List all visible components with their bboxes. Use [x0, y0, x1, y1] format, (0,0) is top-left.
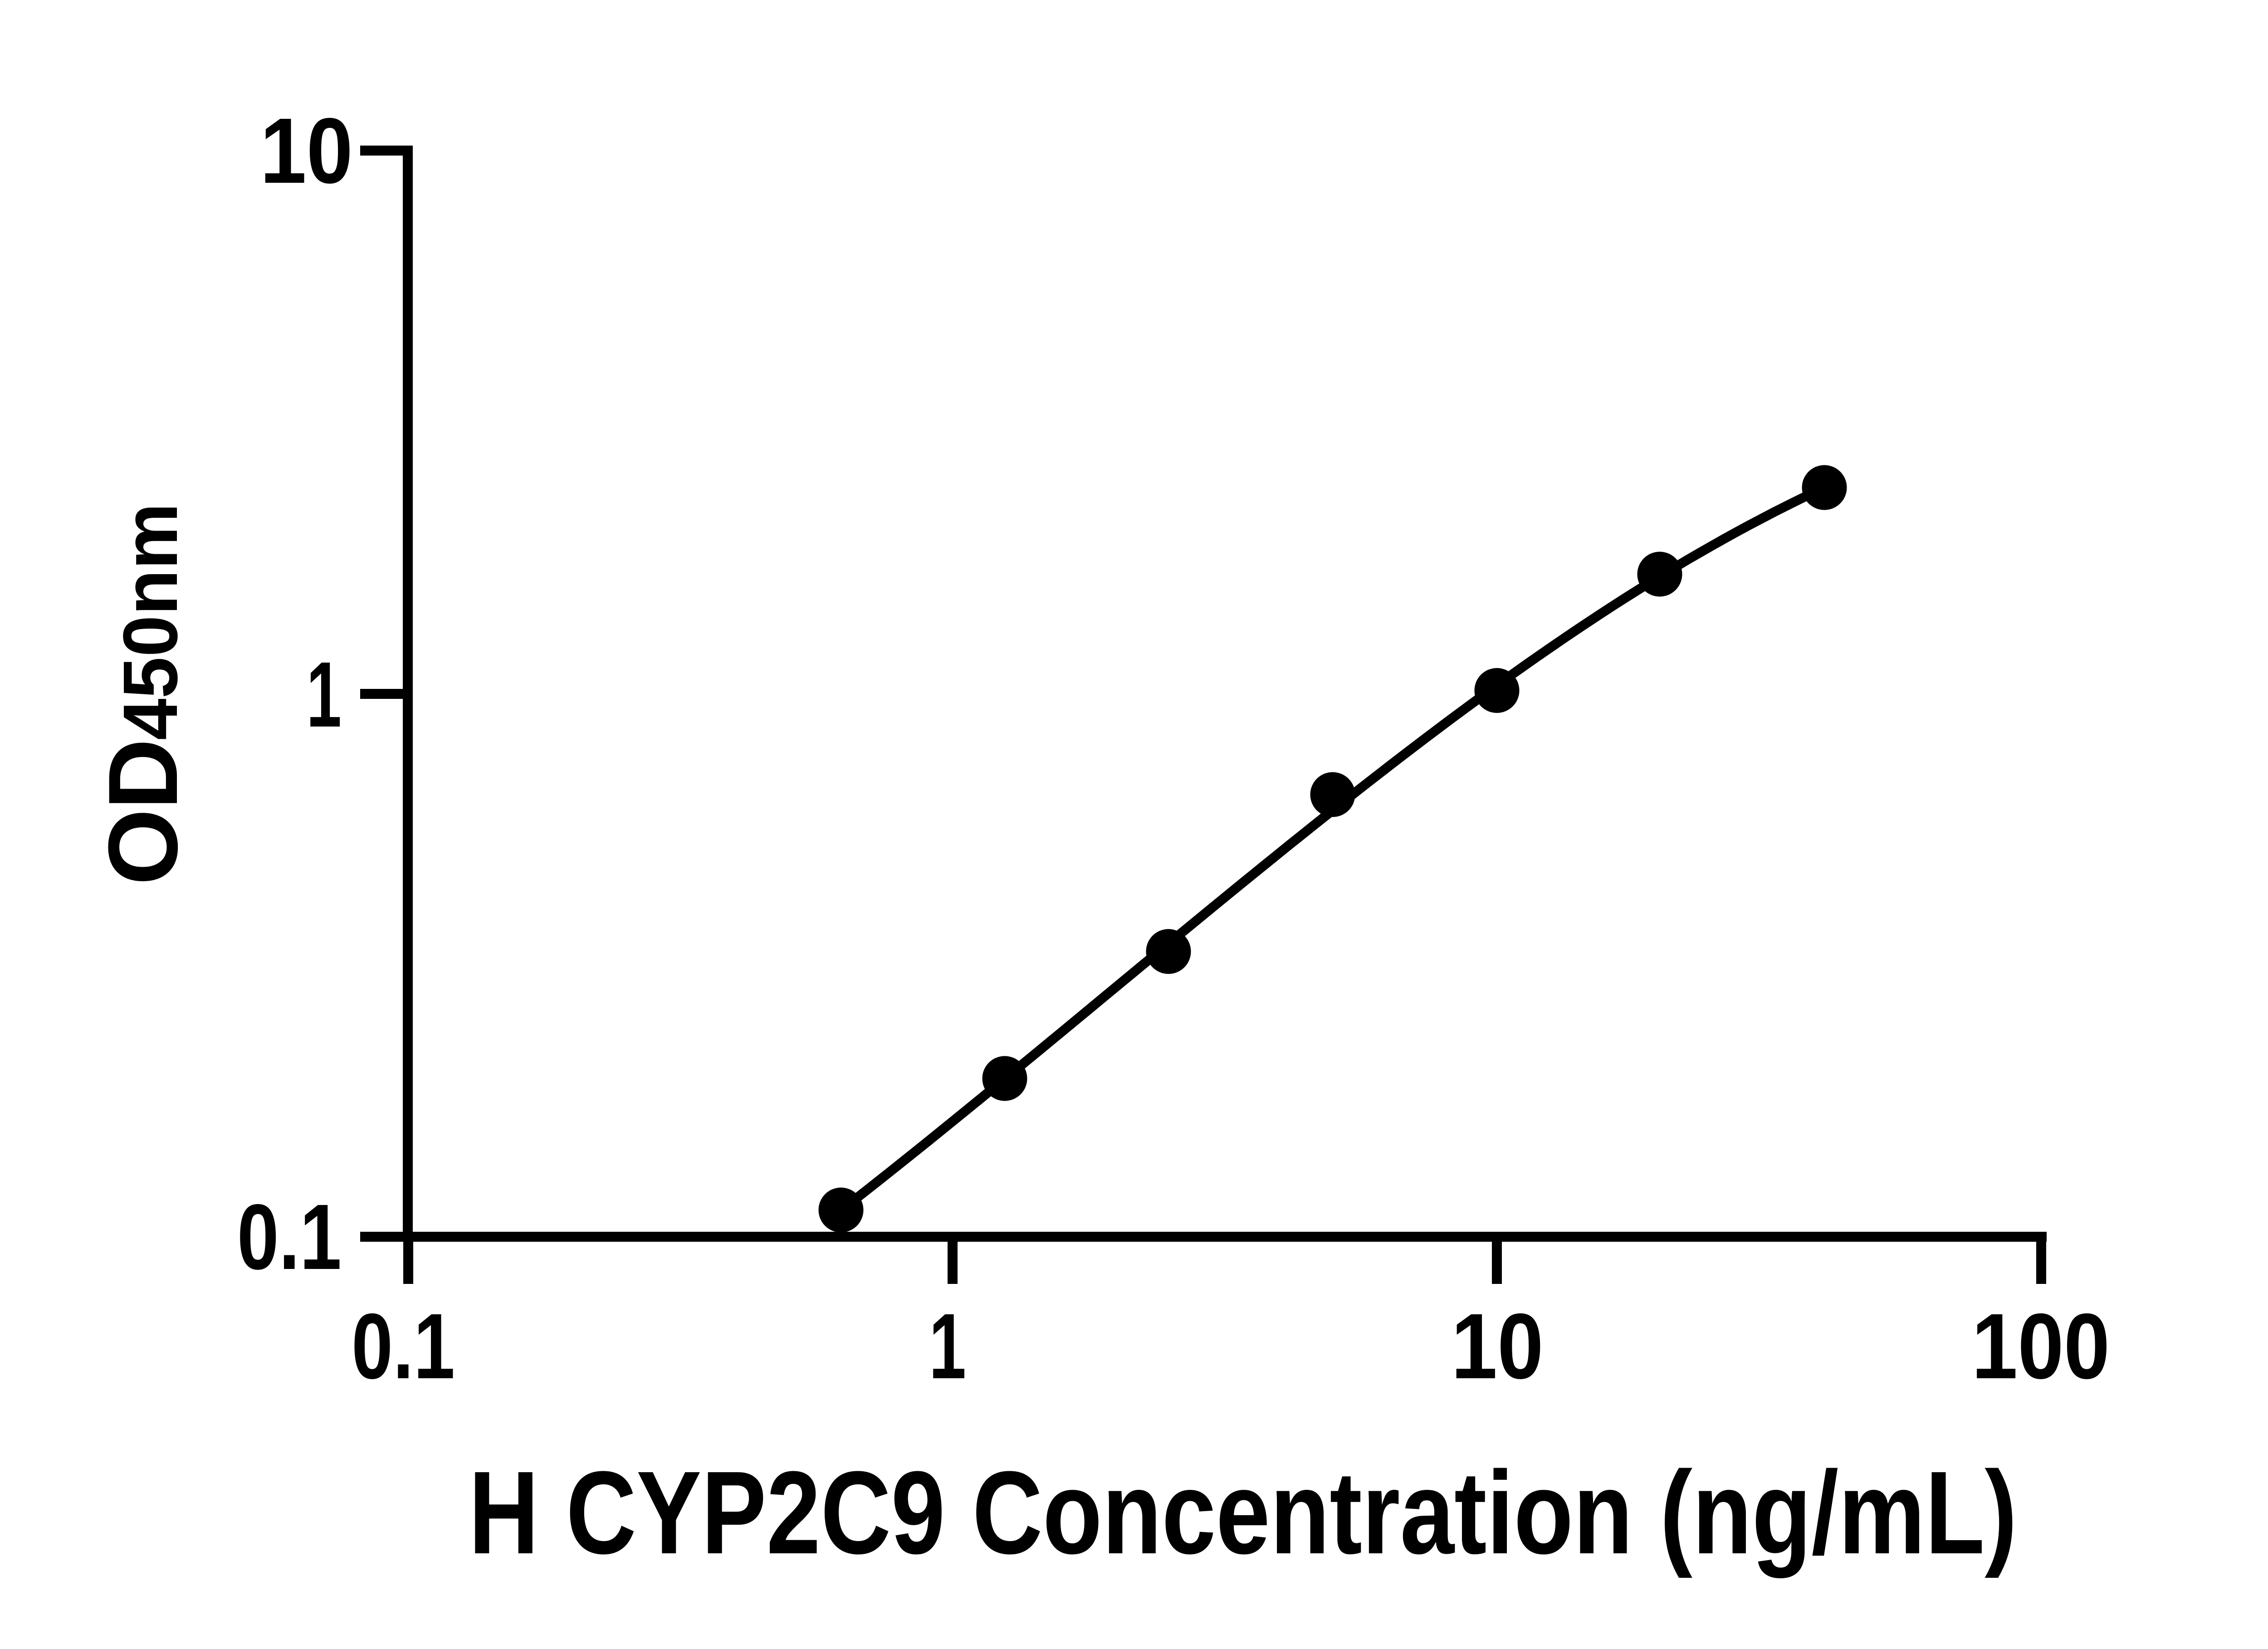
- svg-text:1: 1: [306, 643, 342, 746]
- svg-text:OD: OD: [88, 740, 198, 886]
- svg-text:0.1: 0.1: [237, 1185, 342, 1289]
- svg-text:450nm: 450nm: [108, 503, 194, 740]
- svg-text:10: 10: [1451, 1294, 1544, 1398]
- svg-text:0.1: 0.1: [352, 1295, 455, 1399]
- svg-text:1: 1: [929, 1294, 966, 1398]
- svg-text:100: 100: [1972, 1294, 2110, 1398]
- svg-text:H CYP2C9 Concentration (ng/mL): H CYP2C9 Concentration (ng/mL): [469, 1447, 2017, 1579]
- svg-text:10: 10: [260, 99, 353, 203]
